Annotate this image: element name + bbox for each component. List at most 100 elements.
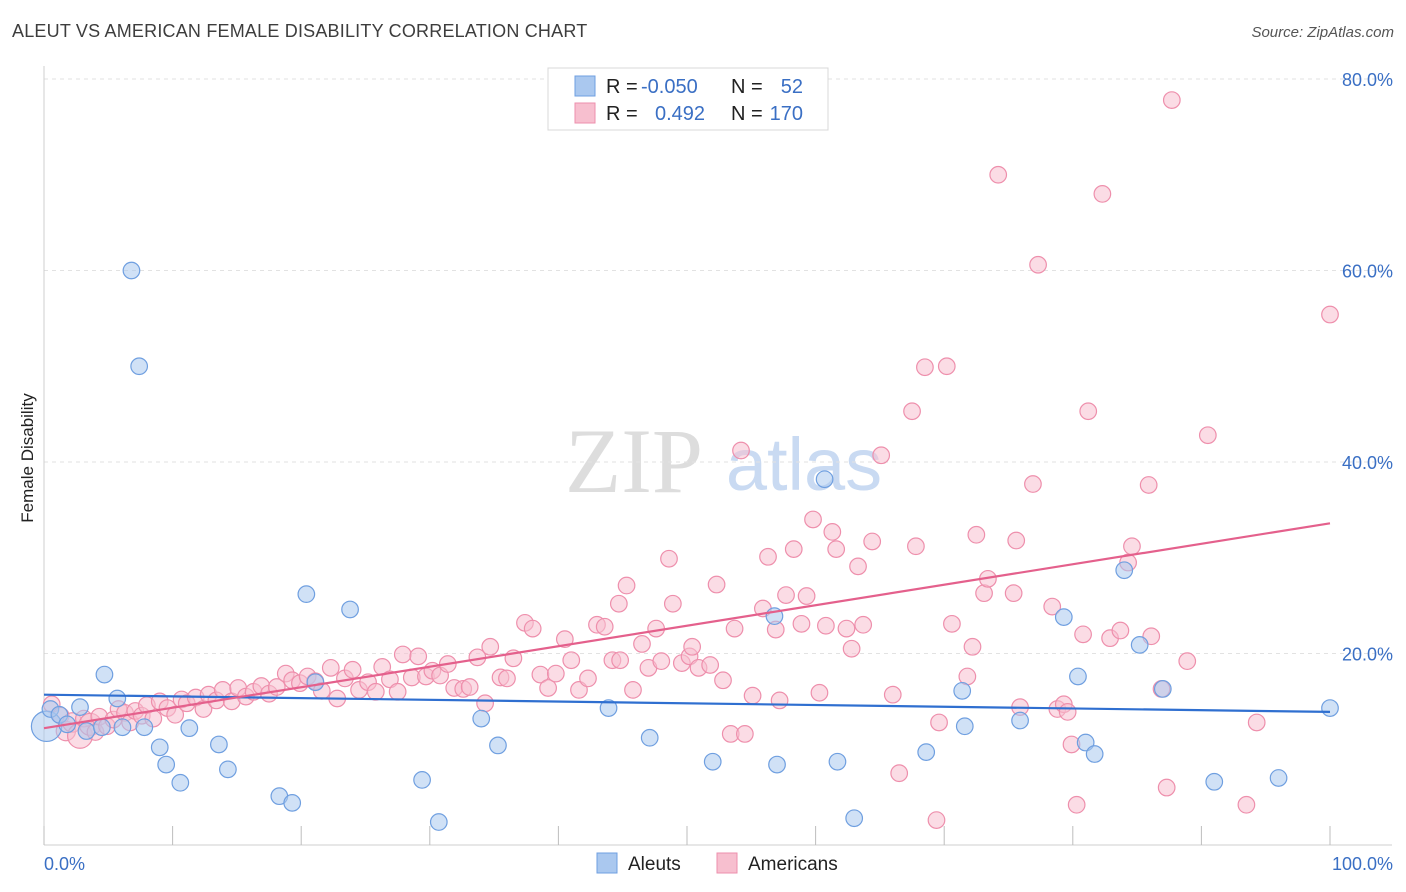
american-point-100: [743, 686, 762, 705]
y-tick-label-20: 20.0%: [1342, 645, 1393, 665]
aleut-point-39: [1011, 711, 1029, 730]
american-point-145: [1067, 795, 1086, 814]
bottom-legend-swatch-americans: [716, 852, 738, 874]
american-point-107: [792, 614, 811, 633]
aleut-point-22: [306, 673, 325, 692]
american-point-150: [1111, 621, 1130, 640]
american-point-105: [777, 586, 795, 604]
bottom-legend-americans: Americans: [748, 854, 838, 875]
aleut-point-14: [157, 755, 176, 774]
aleut-point-18: [219, 760, 237, 779]
american-point-73: [562, 651, 581, 670]
american-point-156: [1157, 778, 1176, 797]
american-point-136: [1007, 531, 1026, 550]
american-point-158: [1178, 652, 1197, 671]
american-point-79: [611, 651, 630, 670]
american-point-44: [343, 660, 362, 679]
american-point-99: [735, 725, 754, 743]
american-trend-line: [43, 522, 1331, 730]
american-point-122: [903, 402, 921, 421]
american-point-120: [883, 685, 902, 704]
american-point-68: [523, 619, 542, 638]
american-point-162: [1321, 305, 1339, 324]
x-tick-label-max: 100.0%: [1332, 854, 1393, 874]
aleut-trend-line: [43, 693, 1331, 714]
american-point-50: [388, 682, 407, 701]
aleut-point-8: [108, 689, 127, 708]
american-point-138: [1024, 475, 1042, 493]
aleut-point-38: [955, 717, 974, 736]
aleut-point-32: [768, 755, 786, 774]
american-point-130: [963, 637, 982, 656]
axes: [43, 66, 1392, 846]
american-point-63: [481, 637, 500, 656]
american-point-157: [1162, 91, 1181, 109]
aleut-point-21: [297, 585, 316, 604]
y-tick-label-80: 80.0%: [1342, 70, 1393, 90]
american-point-115: [842, 639, 861, 658]
aleut-point-20: [283, 793, 302, 812]
american-point-111: [817, 616, 835, 635]
american-point-146: [1074, 625, 1092, 644]
american-point-161: [1247, 713, 1266, 732]
american-point-125: [927, 811, 946, 829]
american-point-53: [409, 647, 428, 666]
american-point-126: [930, 713, 948, 732]
american-point-106: [784, 540, 803, 559]
american-point-77: [595, 617, 614, 636]
american-point-131: [967, 525, 986, 544]
american-point-88: [663, 594, 682, 613]
source-label: Source: ZipAtlas.com: [1251, 24, 1394, 41]
american-point-97: [725, 619, 744, 638]
american-point-143: [1058, 703, 1077, 721]
american-point-86: [652, 652, 671, 671]
aleut-point-11: [130, 357, 149, 376]
aleut-point-17: [210, 735, 228, 754]
american-point-72: [555, 630, 574, 649]
y-tick-label-60: 60.0%: [1342, 262, 1393, 282]
american-point-113: [827, 540, 846, 559]
american-point-108: [797, 587, 816, 605]
legend-r-label-aleuts: R =: [606, 76, 638, 98]
legend-n-value-americans: 170: [770, 103, 803, 125]
watermark-atlas: atlas: [726, 423, 882, 506]
legend-swatch-aleuts: [574, 75, 596, 97]
american-point-82: [624, 681, 642, 699]
trend-lines: [43, 522, 1331, 730]
aleut-point-24: [413, 771, 431, 789]
american-point-127: [937, 357, 956, 376]
american-point-75: [579, 669, 597, 688]
aleut-point-48: [1269, 769, 1288, 787]
american-point-91: [683, 637, 702, 656]
aleut-point-7: [95, 665, 114, 684]
american-point-104: [770, 691, 789, 710]
american-point-116: [849, 557, 867, 576]
american-point-159: [1198, 426, 1217, 445]
aleut-point-41: [1069, 667, 1087, 686]
x-tick-label-min: 0.0%: [44, 854, 85, 874]
american-point-98: [732, 441, 750, 460]
legend-n-label-americans: N =: [731, 103, 763, 125]
legend-n-value-aleuts: 52: [781, 76, 803, 98]
american-point-51: [393, 645, 412, 664]
tick-labels: 20.0% 40.0% 60.0% 80.0% 0.0% 100.0%: [44, 70, 1393, 874]
aleut-point-45: [1130, 636, 1149, 654]
legend: R = -0.050 N = 52 R = 0.492 N = 170: [547, 67, 829, 131]
aleut-point-36: [917, 743, 936, 761]
aleut-point-5: [77, 722, 96, 740]
watermark-zip: ZIP: [565, 410, 703, 512]
aleut-point-33: [815, 470, 834, 489]
american-point-123: [907, 537, 925, 556]
american-point-102: [759, 547, 777, 566]
aleut-point-16: [180, 719, 199, 738]
aleut-point-29: [640, 728, 659, 747]
american-point-110: [810, 683, 829, 702]
american-point-93: [701, 656, 720, 674]
aleut-point-40: [1054, 608, 1073, 626]
american-point-85: [647, 619, 666, 638]
american-point-119: [872, 446, 891, 465]
legend-swatch-americans: [574, 102, 596, 124]
bottom-legend-swatch-aleuts: [596, 852, 618, 874]
bottom-legend-aleuts: Aleuts: [628, 854, 681, 875]
aleut-point-9: [113, 718, 132, 737]
